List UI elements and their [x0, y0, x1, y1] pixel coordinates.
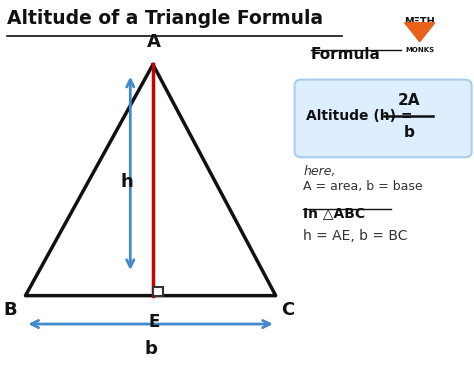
FancyBboxPatch shape [294, 80, 472, 157]
Point [430, 114, 436, 119]
Point [382, 114, 387, 119]
Text: h = AE, b = BC: h = AE, b = BC [303, 229, 408, 243]
Text: MΞTH: MΞTH [404, 17, 435, 27]
Point [308, 48, 314, 52]
Text: here,: here, [303, 165, 336, 178]
Text: B: B [3, 301, 17, 319]
Point [339, 34, 345, 38]
Text: Formula: Formula [311, 47, 381, 63]
Text: A = area, b = base: A = area, b = base [303, 180, 423, 193]
Point [398, 48, 404, 52]
Text: E: E [148, 313, 160, 330]
Text: h: h [120, 173, 133, 191]
Point [389, 207, 394, 211]
Point [4, 34, 9, 38]
Polygon shape [405, 23, 435, 42]
Text: Altitude (h) =: Altitude (h) = [306, 110, 418, 123]
Text: b: b [403, 125, 414, 140]
Point [300, 207, 306, 211]
Text: In △ABC: In △ABC [303, 207, 365, 221]
Text: 2A: 2A [398, 93, 420, 108]
Text: A: A [147, 33, 161, 51]
Text: MONKS: MONKS [405, 47, 434, 53]
Bar [153, 287, 164, 296]
Text: Altitude of a Triangle Formula: Altitude of a Triangle Formula [7, 9, 323, 28]
Text: b: b [144, 340, 157, 358]
Text: C: C [282, 301, 295, 319]
